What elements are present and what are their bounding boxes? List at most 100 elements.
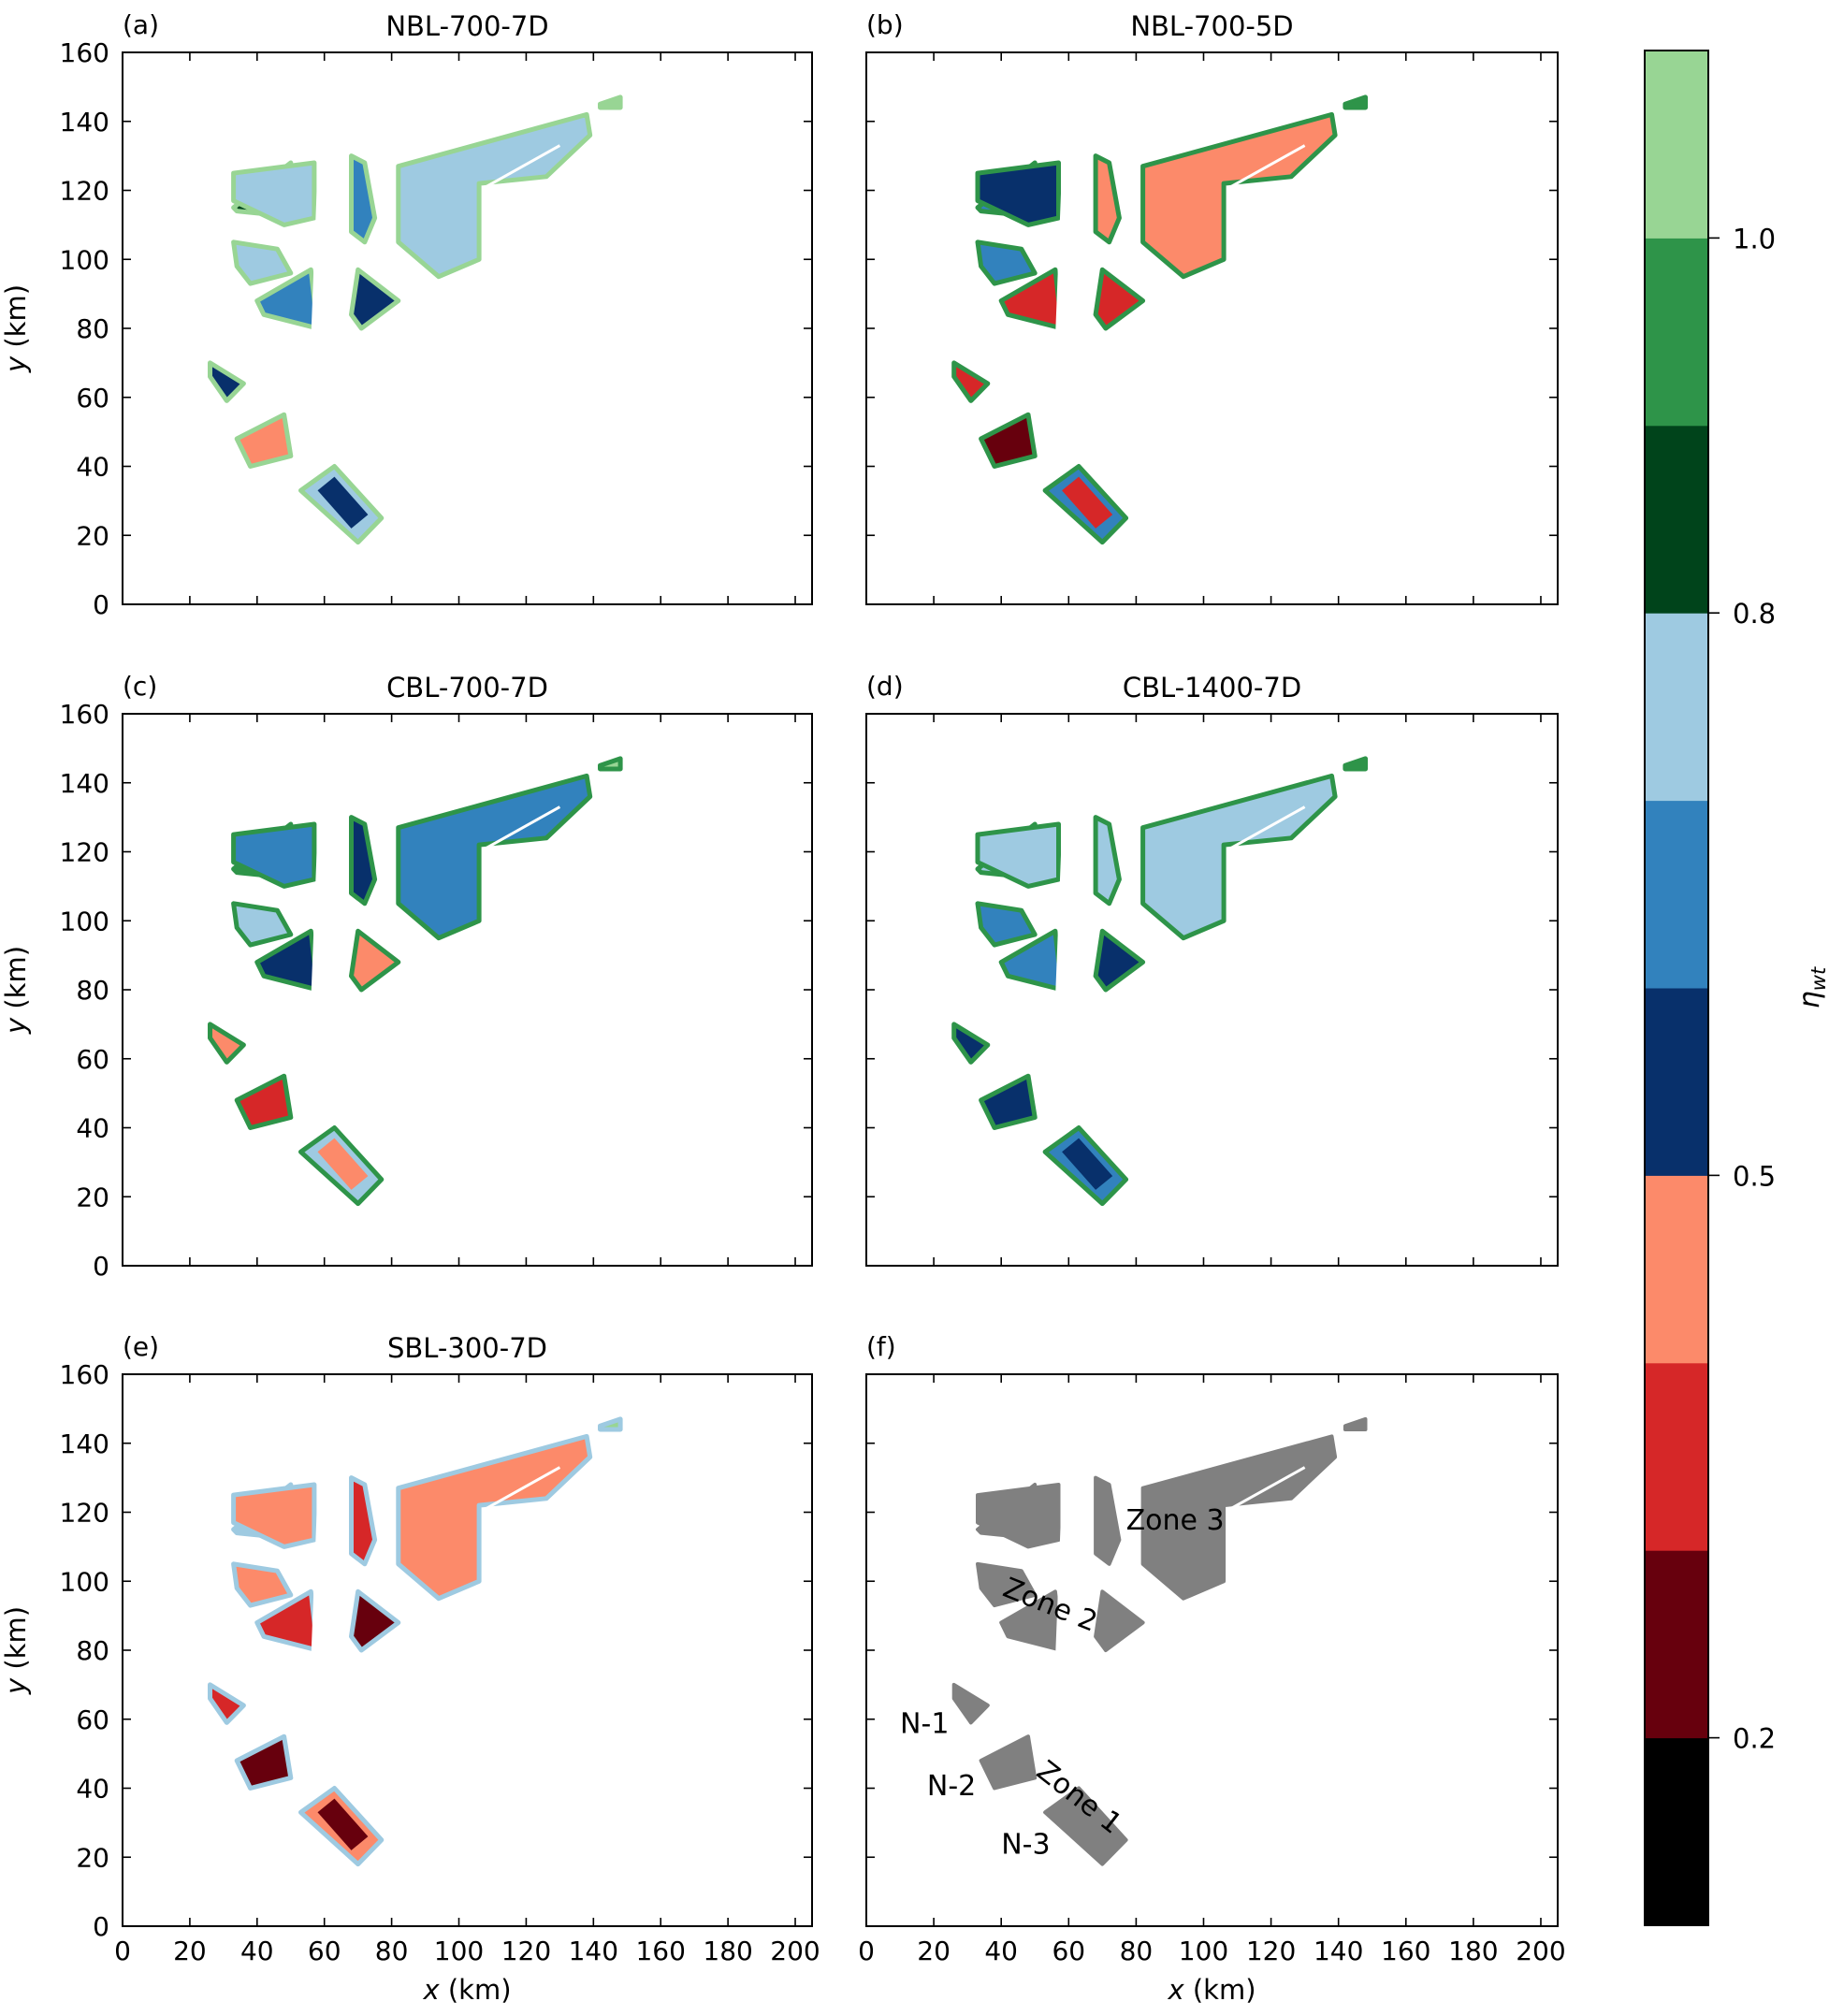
y-tick-label: 100	[60, 244, 109, 275]
panel-c: 0 20 40 60 80 100 120 140 160 (c) CBL-700-7D y (km)	[0, 671, 813, 1282]
farm-region-p7	[349, 1588, 401, 1653]
farm-regions	[951, 756, 1368, 1207]
zone-region-p2	[976, 1483, 1061, 1549]
farm-gap-line	[1229, 805, 1306, 850]
farm-region-p5	[231, 239, 294, 286]
zone-region-p5	[976, 1561, 1038, 1608]
farm-region-p10	[1343, 94, 1368, 110]
panel-letter: (f)	[866, 1331, 896, 1362]
farm-region-p3	[1093, 815, 1122, 906]
colorbar-segment	[1645, 613, 1708, 802]
farm-gap-line	[485, 1466, 561, 1511]
panel-letter: (c)	[123, 671, 157, 702]
colorbar: 0.2 0.5 0.8 1.0 ηwt	[1644, 50, 1829, 1926]
x-tick-label: 140	[569, 1936, 618, 1966]
zone-region-p10	[1343, 1416, 1368, 1431]
farm-gap-line	[371, 1490, 399, 1600]
axis-ticks: 0 20 40 60 80 100 120 140 160	[60, 699, 812, 1282]
y-tick-label: 160	[60, 699, 109, 730]
farm-region-p9	[979, 1073, 1038, 1130]
plot-frame	[122, 1373, 813, 1927]
y-axis-label: y (km)	[0, 1606, 32, 1695]
x-tick-label: 180	[1448, 1936, 1498, 1966]
y-axis-label: y (km)	[0, 284, 32, 373]
zone-region-p7	[1094, 1589, 1145, 1652]
farm-region-p8	[208, 1682, 246, 1725]
farm-region-p9	[979, 412, 1038, 469]
farm-region-p8	[208, 1022, 246, 1065]
farm-gap-line	[485, 144, 561, 189]
y-tick-label: 20	[76, 1842, 109, 1873]
x-tick-label: 60	[308, 1936, 341, 1966]
axis-ticks: 0 20 40 60 80 100 120 140 160	[60, 37, 812, 620]
y-tick-label: 100	[60, 906, 109, 936]
y-tick-label: 140	[60, 107, 109, 138]
zone-region-p11	[1043, 1786, 1128, 1866]
farm-region-p11-core	[317, 476, 369, 529]
farm-region-p11-core	[317, 1798, 369, 1850]
plot-frame	[122, 713, 813, 1267]
colorbar-segment	[1645, 988, 1708, 1176]
panel-letter: (b)	[866, 9, 904, 40]
panel-title: CBL-1400-7D	[1123, 672, 1301, 703]
colorbar-segment	[1645, 425, 1708, 614]
farm-region-p8	[208, 360, 246, 403]
plot-frame	[865, 1373, 1559, 1927]
x-axis-label: x (km)	[422, 1974, 511, 2006]
farm-gap-line	[1055, 1484, 1076, 1658]
y-tick-label: 60	[76, 1704, 109, 1735]
panel-letter: (e)	[123, 1331, 159, 1362]
n1-label: N-1	[900, 1708, 949, 1741]
panel-title: NBL-700-5D	[1130, 10, 1293, 42]
farm-region-p4	[396, 111, 593, 280]
farm-region-p4	[1140, 773, 1338, 941]
y-tick-label: 120	[60, 837, 109, 868]
y-tick-label: 0	[93, 1251, 109, 1282]
x-tick-label: 20	[917, 1936, 951, 1966]
y-tick-label: 0	[93, 589, 109, 620]
n2-label: N-2	[927, 1770, 976, 1803]
x-tick-label: 140	[1314, 1936, 1363, 1966]
y-tick-label: 40	[76, 1774, 109, 1805]
x-tick-label: 120	[1246, 1936, 1296, 1966]
axis-ticks: 0 20 40 60 80 100 120 140 160 180 200 0 20 40 60 80 100 1…	[60, 1359, 820, 1966]
zone-region-p3	[1094, 1475, 1122, 1566]
farm-gap-line	[1229, 144, 1306, 189]
x-tick-label: 200	[1516, 1936, 1565, 1966]
y-tick-label: 80	[76, 313, 109, 344]
farm-region-p10	[598, 756, 623, 772]
farm-gap-line	[1055, 823, 1076, 997]
farm-region-p2	[975, 160, 1061, 227]
n3-label: N-3	[1001, 1829, 1050, 1862]
x-axis-label: x (km)	[1167, 1974, 1256, 2006]
x-tick-label: 40	[240, 1936, 274, 1966]
farm-region-p2	[975, 821, 1061, 889]
farm-region-p7	[1093, 928, 1146, 993]
x-tick-label: 200	[770, 1936, 820, 1966]
y-tick-label: 80	[76, 975, 109, 1006]
colorbar-tick-label: 0.8	[1733, 598, 1776, 630]
farm-regions	[208, 1416, 623, 1867]
plot-frame	[865, 713, 1559, 1267]
farm-gap-line	[371, 168, 399, 278]
panel-b: (b) NBL-700-5D	[865, 9, 1559, 605]
y-tick-label: 140	[60, 1429, 109, 1459]
y-axis-label: y (km)	[0, 946, 32, 1035]
colorbar-segment	[1645, 51, 1708, 239]
panels: 0 20 40 60 80 100 120 140 160 (a) NBL-700-7D y (km)…	[0, 9, 1566, 2006]
farm-region-p9	[234, 1733, 294, 1791]
farm-region-p7	[1093, 267, 1146, 331]
farm-region-p8	[951, 360, 991, 403]
panel-title: CBL-700-7D	[386, 672, 548, 703]
farm-regions	[951, 1416, 1368, 1866]
farm-region-p11-core	[1062, 476, 1113, 529]
farm-region-p7	[349, 928, 401, 993]
farm-regions	[208, 94, 623, 545]
colorbar-tick-label: 0.5	[1733, 1160, 1776, 1192]
farm-region-p5	[231, 901, 294, 948]
panel-title: NBL-700-7D	[385, 10, 548, 42]
farm-gap-line	[1116, 168, 1143, 278]
x-tick-label: 100	[1179, 1936, 1228, 1966]
farm-region-p11-core	[1062, 1138, 1113, 1190]
